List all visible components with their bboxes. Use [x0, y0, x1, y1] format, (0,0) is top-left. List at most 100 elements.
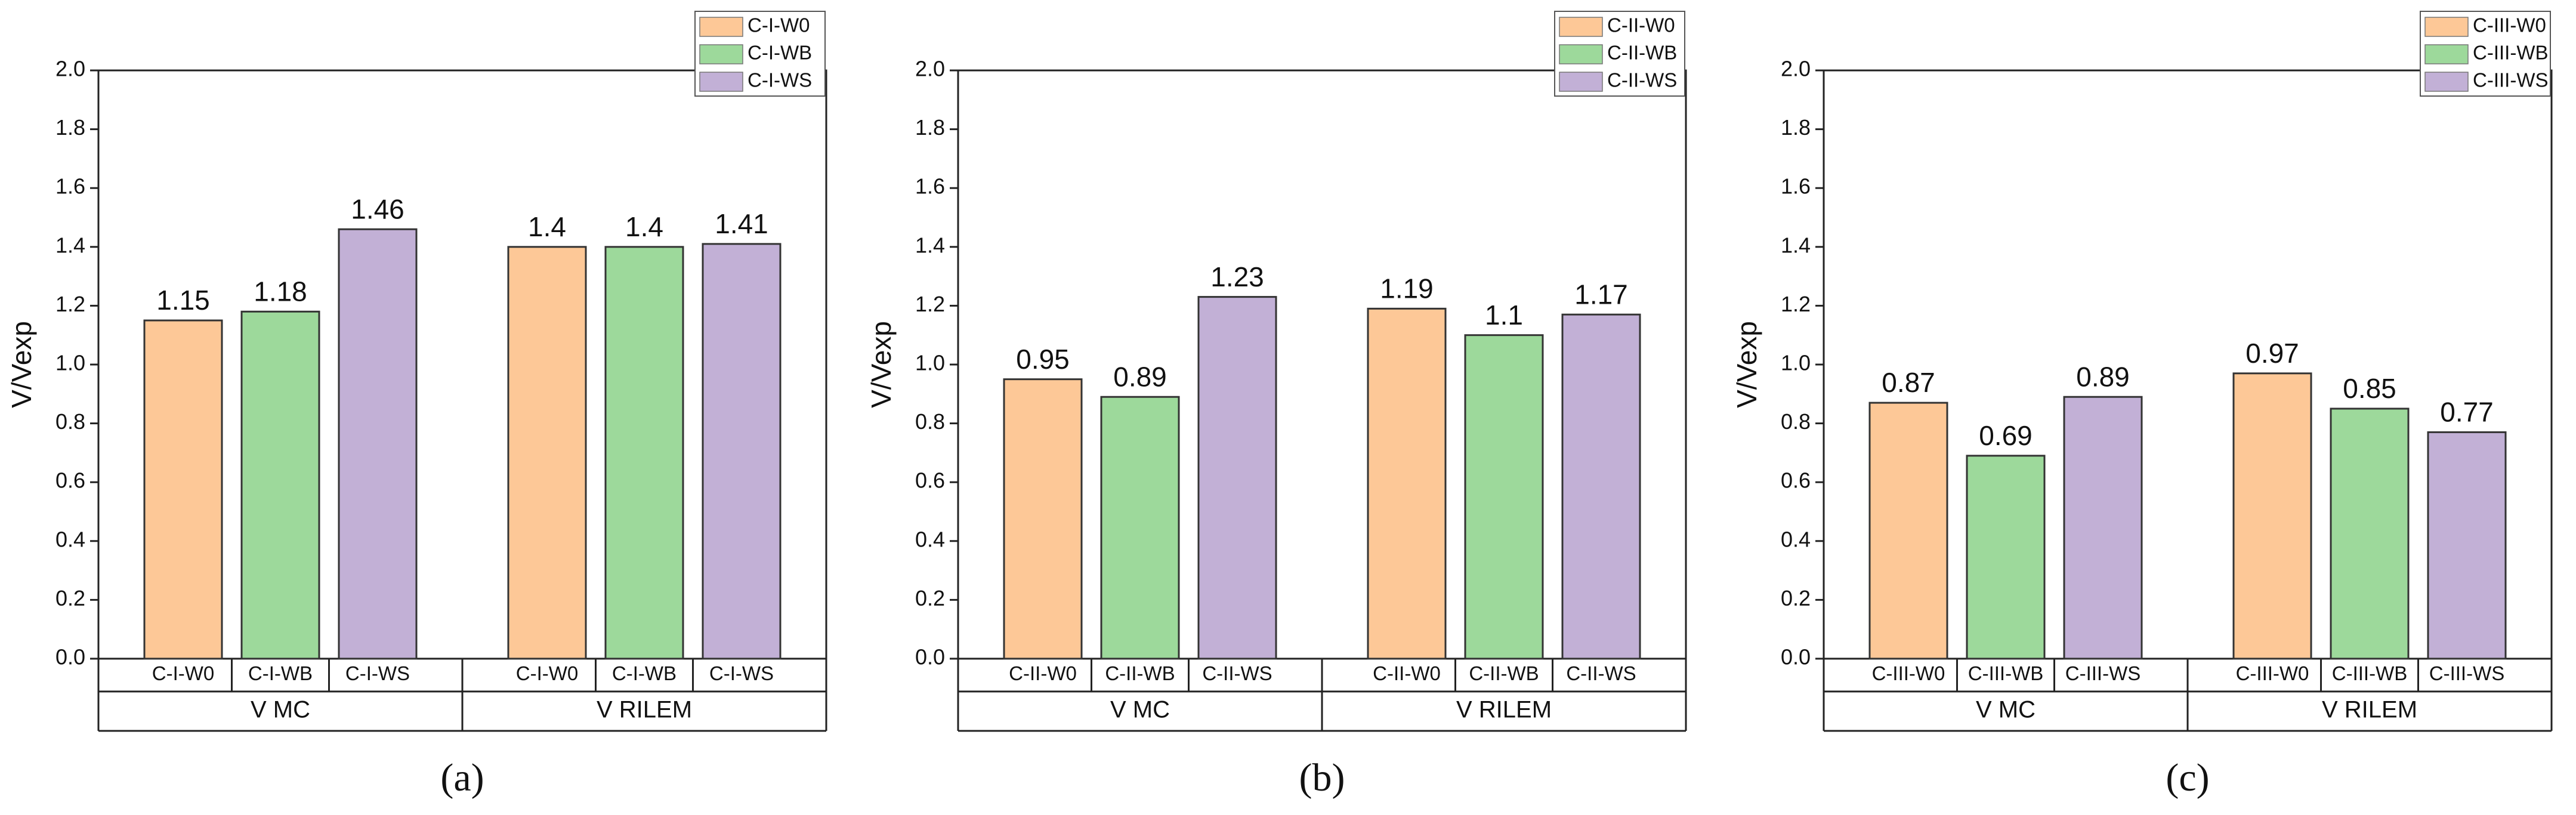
legend-label: C-III-W0: [2473, 14, 2546, 36]
sub-label: C-I-WB: [248, 662, 313, 684]
value-label: 1.17: [1574, 279, 1628, 310]
y-tick-label: 1.0: [915, 351, 945, 375]
legend-label: C-I-WB: [748, 42, 812, 64]
value-label: 0.87: [1882, 367, 1935, 398]
sub-label: C-I-WS: [345, 662, 410, 684]
value-label: 0.95: [1016, 344, 1070, 375]
y-tick-label: 0.8: [1781, 409, 1811, 434]
sub-label: C-II-WS: [1202, 662, 1272, 684]
bar: [2330, 407, 2410, 660]
group-label: V RILEM: [2322, 697, 2417, 723]
y-tick-label: 0.4: [1781, 527, 1811, 551]
value-label: 0.85: [2343, 373, 2396, 404]
panel: 0.0 0.2 0.4 0.6 0.8 1.0 1.2 1.4 1.6 1.8 2.0 V/Vexp V…: [866, 11, 1687, 799]
bar: [2427, 431, 2507, 660]
bar: [1367, 307, 1447, 660]
y-tick-label: 1.8: [1781, 115, 1811, 140]
sub-label: C-III-W0: [2236, 662, 2309, 684]
y-tick-label: 1.6: [55, 174, 85, 199]
value-label: 0.89: [2076, 361, 2130, 392]
value-label: 0.89: [1113, 361, 1167, 392]
y-tick-label: 0.6: [1781, 468, 1811, 493]
value-label: 1.23: [1210, 261, 1264, 292]
bar: [507, 246, 587, 660]
y-tick-label: 0.2: [915, 586, 945, 610]
value-label: 1.4: [625, 211, 663, 242]
y-tick-label: 0.2: [1781, 586, 1811, 610]
value-label: 1.41: [715, 208, 768, 239]
legend-label: C-II-W0: [1607, 14, 1675, 36]
legend-swatch: [699, 17, 743, 37]
y-tick-label: 1.4: [915, 233, 945, 257]
legend-label: C-I-W0: [748, 14, 810, 36]
group-label: V RILEM: [597, 697, 692, 723]
sub-label: C-II-WS: [1566, 662, 1636, 684]
bar: [338, 228, 418, 660]
sub-label: C-III-WB: [2332, 662, 2407, 684]
panel-label: (c): [2166, 756, 2209, 799]
value-label: 0.97: [2245, 338, 2299, 369]
group-label: V MC: [1110, 697, 1170, 723]
bar: [1464, 334, 1544, 660]
value-label: 1.1: [1485, 300, 1523, 331]
bar: [1197, 296, 1277, 660]
y-tick-label: 1.8: [55, 115, 85, 140]
group-label: V MC: [1976, 697, 2036, 723]
bar: [1868, 402, 1948, 660]
legend-label: C-II-WB: [1607, 42, 1677, 64]
legend-swatch: [699, 44, 743, 64]
panel: 0.0 0.2 0.4 0.6 0.8 1.0 1.2 1.4 1.6 1.8 2.0 V/Vexp V…: [6, 11, 827, 799]
sub-label: C-I-WS: [709, 662, 774, 684]
bar: [2063, 396, 2143, 660]
y-tick-label: 1.8: [915, 115, 945, 140]
value-label: 1.19: [1380, 273, 1434, 304]
legend-swatch: [2424, 17, 2469, 37]
group-label: V RILEM: [1456, 697, 1552, 723]
legend-label: C-III-WB: [2473, 42, 2548, 64]
value-label: 0.77: [2440, 397, 2494, 428]
y-tick-label: 1.4: [1781, 233, 1811, 257]
y-tick-label: 0.8: [55, 409, 85, 434]
legend-swatch: [2424, 72, 2469, 92]
legend-swatch: [2424, 44, 2469, 64]
sub-label: C-II-WB: [1469, 662, 1539, 684]
legend-swatch: [1559, 72, 1603, 92]
sub-label: C-I-WB: [612, 662, 677, 684]
bar: [143, 319, 223, 660]
y-tick-label: 0.4: [55, 527, 85, 551]
bar: [1966, 455, 2046, 660]
y-tick-label: 1.2: [55, 292, 85, 316]
legend-swatch: [699, 72, 743, 92]
legend-swatch: [1559, 17, 1603, 37]
sub-label: C-II-WB: [1105, 662, 1175, 684]
sub-label: C-I-W0: [152, 662, 214, 684]
y-tick-label: 2.0: [1781, 57, 1811, 81]
y-tick-label: 0.2: [55, 586, 85, 610]
y-tick-label: 1.4: [55, 233, 85, 257]
y-axis-label: V/Vexp: [1731, 321, 1762, 408]
y-tick-label: 0.8: [915, 409, 945, 434]
y-tick-label: 1.6: [1781, 174, 1811, 199]
sub-label: C-III-WS: [2065, 662, 2141, 684]
sub-label: C-III-WS: [2429, 662, 2504, 684]
legend-swatch: [1559, 44, 1603, 64]
bar: [240, 310, 320, 660]
y-tick-label: 0.0: [915, 645, 945, 669]
bar: [1561, 313, 1641, 660]
legend-label: C-III-WS: [2473, 69, 2548, 91]
sub-label: C-I-W0: [516, 662, 578, 684]
value-label: 1.15: [156, 285, 210, 316]
legend-label: C-I-WS: [748, 69, 812, 91]
y-tick-label: 2.0: [55, 57, 85, 81]
y-tick-label: 2.0: [915, 57, 945, 81]
group-label: V MC: [251, 697, 310, 723]
y-tick-label: 1.6: [915, 174, 945, 199]
bar: [702, 243, 782, 660]
bar: [1003, 378, 1083, 660]
y-tick-label: 1.0: [55, 351, 85, 375]
value-label: 1.18: [254, 276, 307, 307]
y-axis-label: V/Vexp: [866, 321, 897, 408]
panel-label: (b): [1299, 756, 1345, 799]
y-tick-label: 1.2: [915, 292, 945, 316]
